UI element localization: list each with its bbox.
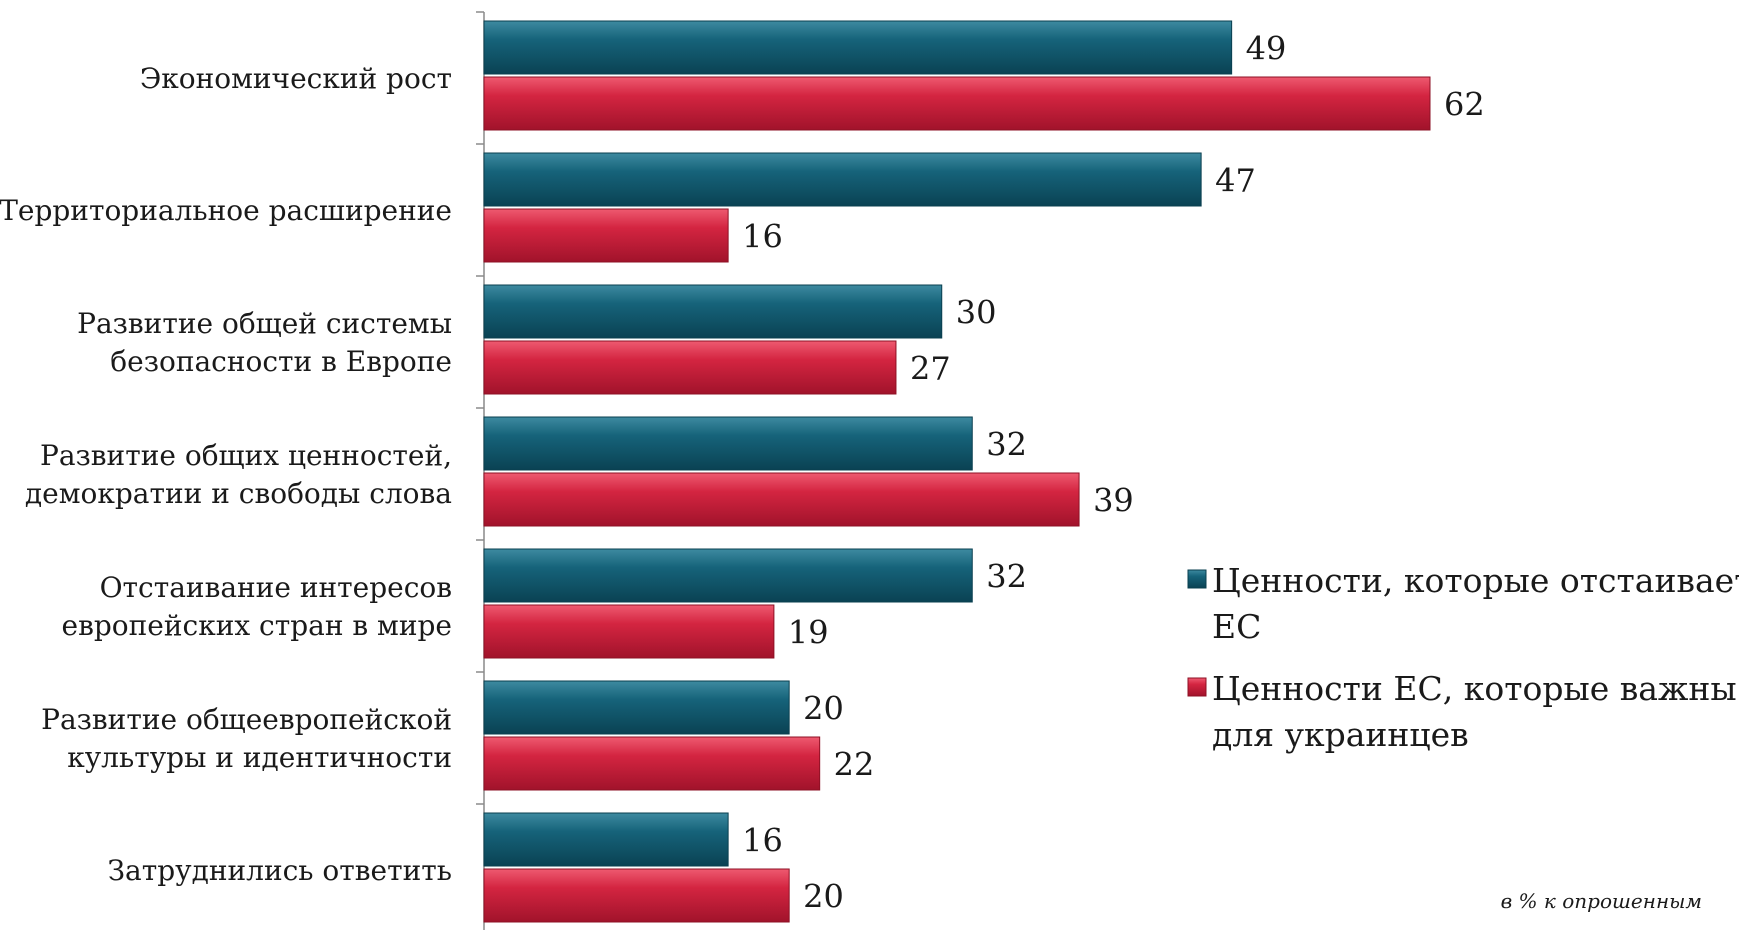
legend: Ценности, которые отстаивает ЕС Ценности Е… (1187, 561, 1739, 754)
legend-label: Ценности ЕС, которые важны для украинцев (1212, 669, 1737, 754)
bar-ukraine-values-0 (483, 76, 1431, 131)
category-labels: Экономический рост Территориальное расшир… (0, 62, 452, 887)
value-label: 39 (1093, 482, 1134, 520)
bars (483, 20, 1431, 923)
units-note: в % к опрошенным (1501, 889, 1702, 913)
category-label: Развитие общей системы безопасности в Евр… (77, 307, 452, 378)
value-label: 49 (1246, 30, 1287, 68)
value-label: 62 (1444, 86, 1485, 124)
value-label: 32 (986, 558, 1027, 596)
category-label: Развитие общих ценностей, демократии и св… (25, 439, 452, 510)
category-label: Затруднились ответить (108, 854, 452, 887)
bar-eu-values-1 (483, 152, 1202, 207)
value-label: 20 (803, 878, 844, 916)
bar-eu-values-0 (483, 20, 1233, 75)
y-axis-ticks (476, 11, 484, 805)
category-label: Развитие общеевропейской культуры и идент… (41, 703, 452, 774)
bar-ukraine-values-1 (483, 208, 729, 263)
value-label: 30 (956, 294, 997, 332)
category-label: Отстаивание интересов европейских стран в… (62, 571, 453, 642)
value-label: 27 (910, 350, 951, 388)
value-label: 32 (986, 426, 1027, 464)
bar-ukraine-values-3 (483, 472, 1080, 527)
legend-swatch (1187, 569, 1207, 589)
bar-ukraine-values-4 (483, 604, 775, 659)
bar-eu-values-3 (483, 416, 973, 471)
bar-ukraine-values-2 (483, 340, 897, 395)
bar-eu-values-6 (483, 812, 729, 867)
value-label: 22 (834, 746, 875, 784)
legend-label: Ценности, которые отстаивает ЕС (1212, 561, 1739, 646)
category-label: Экономический рост (140, 62, 452, 95)
value-label: 16 (742, 218, 783, 256)
value-label: 47 (1215, 162, 1256, 200)
value-label: 16 (742, 822, 783, 860)
category-label: Территориальное расширение (0, 194, 452, 227)
bar-eu-values-2 (483, 284, 943, 339)
bar-eu-values-4 (483, 548, 973, 603)
value-label: 19 (788, 614, 829, 652)
bar-ukraine-values-5 (483, 736, 821, 791)
value-label: 20 (803, 690, 844, 728)
legend-swatch (1187, 677, 1207, 697)
bar-eu-values-5 (483, 680, 790, 735)
bar-ukraine-values-6 (483, 868, 790, 923)
